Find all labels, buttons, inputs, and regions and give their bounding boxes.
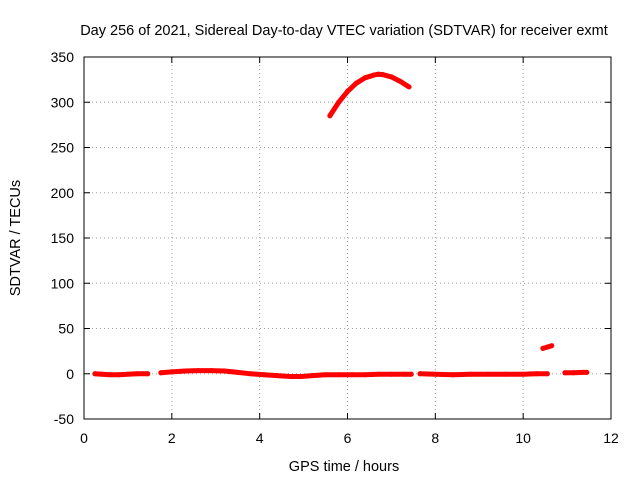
x-tick-label: 2 (168, 430, 176, 446)
data-point (349, 372, 355, 378)
data-point (362, 372, 368, 378)
data-point (485, 371, 491, 377)
data-point (92, 371, 98, 377)
x-tick-label: 4 (256, 430, 264, 446)
data-point (584, 369, 590, 375)
data-point (362, 75, 368, 81)
data-point (274, 373, 280, 379)
x-axis-label: GPS time / hours (289, 459, 399, 475)
data-point (327, 113, 333, 119)
data-point (371, 72, 377, 78)
y-tick-label: 300 (51, 94, 75, 110)
grid (84, 57, 611, 419)
x-tick-label: 6 (344, 430, 352, 446)
x-tick-label: 0 (80, 430, 88, 446)
y-tick-label: 50 (58, 321, 74, 337)
data-point (388, 74, 394, 80)
data-point (261, 372, 267, 378)
data-point (544, 371, 550, 377)
y-tick-label: 150 (51, 230, 75, 246)
data-point (375, 71, 381, 77)
y-tick-label: -50 (54, 411, 74, 427)
data-point (116, 372, 122, 378)
data-point (309, 373, 315, 379)
data-point (323, 372, 328, 378)
ticks: 0 2 4 6 8 10 12 -50 0 50 100 150 200 250 300 350 (51, 49, 619, 446)
data-point (336, 99, 342, 105)
data-point (99, 371, 105, 377)
data-point (287, 374, 293, 379)
data-point (580, 369, 585, 375)
x-tick-label: 8 (431, 430, 439, 446)
data-point (169, 369, 175, 375)
data-point (520, 371, 526, 377)
y-tick-label: 350 (51, 49, 75, 65)
y-tick-label: 100 (51, 275, 75, 291)
series-line-segment-3 (417, 371, 550, 378)
data-point (125, 371, 131, 377)
data-point (562, 370, 568, 376)
data-point (380, 72, 386, 78)
chart-title: Day 256 of 2021, Sidereal Day-to-day VTE… (80, 23, 608, 39)
data-point (195, 368, 201, 374)
y-tick-label: 200 (51, 185, 75, 201)
data-point (345, 88, 350, 94)
data-point (533, 371, 539, 377)
data-series (92, 71, 590, 379)
y-axis-label: SDTVAR / TECUs (8, 180, 24, 296)
series-line-segment-6 (327, 71, 412, 119)
x-tick-label: 12 (603, 430, 619, 446)
data-point (432, 371, 438, 377)
data-point (544, 344, 550, 350)
data-point (107, 372, 113, 378)
data-point (450, 372, 456, 378)
data-point (388, 371, 394, 377)
y-tick-label: 0 (66, 366, 74, 382)
data-point (417, 371, 423, 377)
data-point (397, 78, 403, 84)
data-point (571, 370, 577, 376)
data-point (145, 371, 151, 377)
x-tick-label: 10 (515, 430, 531, 446)
data-point (222, 368, 227, 374)
data-point (235, 369, 241, 375)
data-point (134, 371, 140, 377)
data-point (549, 343, 555, 349)
data-point (408, 371, 414, 377)
data-point (208, 368, 214, 374)
y-tick-label: 250 (51, 140, 75, 156)
data-point (353, 80, 359, 86)
data-point (402, 371, 408, 377)
data-point (336, 372, 342, 378)
data-point (503, 371, 509, 377)
data-point (248, 371, 254, 377)
data-point (182, 368, 188, 374)
data-point (468, 371, 473, 377)
data-point (375, 371, 381, 377)
data-point (406, 84, 412, 90)
data-point (158, 370, 164, 376)
data-point (298, 374, 304, 379)
data-point (540, 345, 546, 351)
